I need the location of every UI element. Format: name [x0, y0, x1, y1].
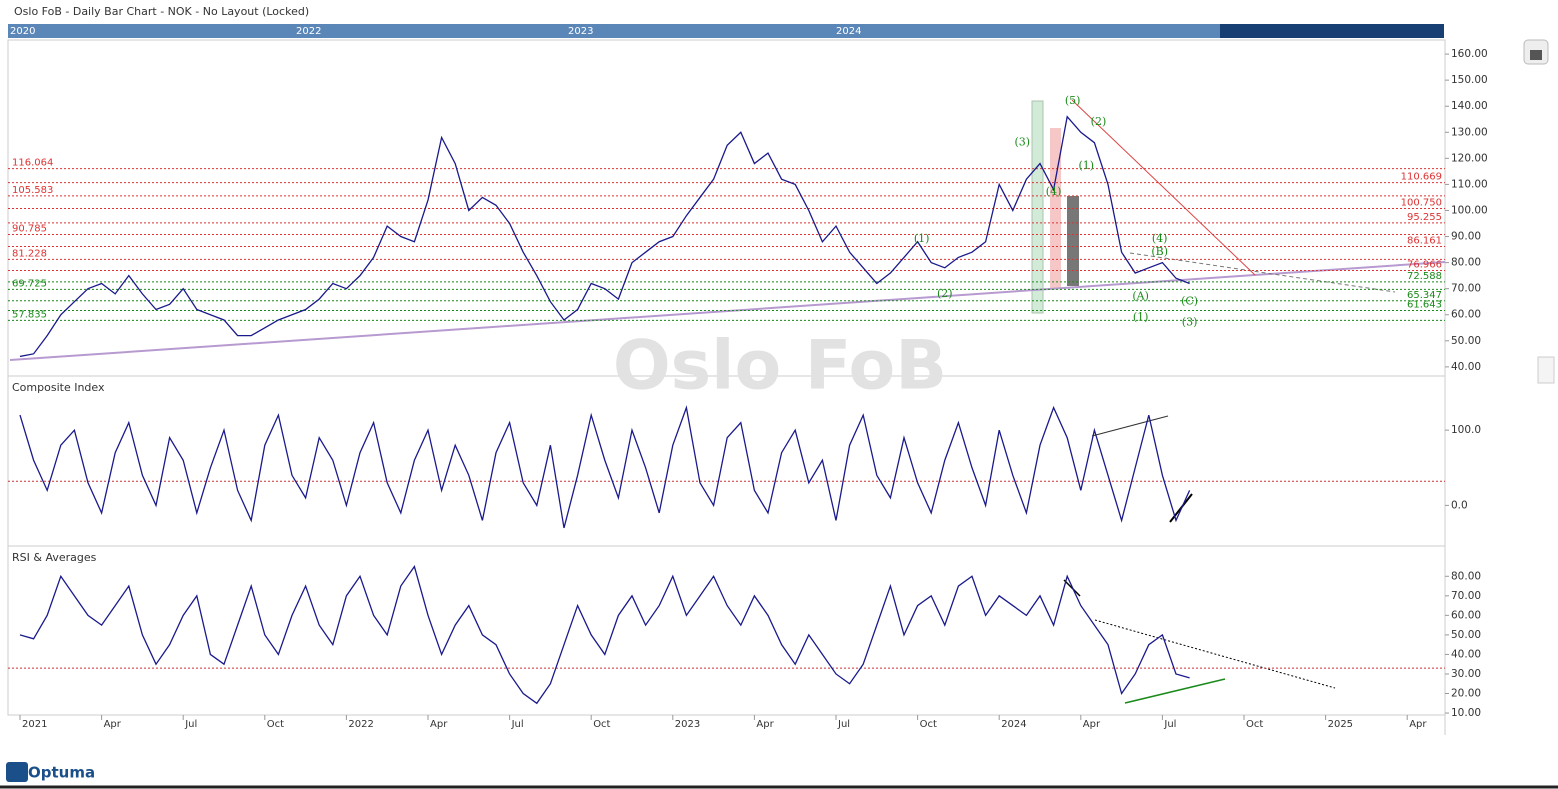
x-tick-label: 2024 — [1001, 719, 1026, 730]
fib-label: 65.347 — [1407, 290, 1442, 301]
y-tick-label: 110.00 — [1451, 178, 1488, 190]
box — [1067, 196, 1079, 286]
fib-label: 69.725 — [12, 278, 47, 289]
fib-label: 90.785 — [12, 223, 47, 234]
x-tick-label: Apr — [104, 719, 122, 730]
y-tick-label: 10.00 — [1451, 707, 1481, 719]
y-tick-label: 70.00 — [1451, 590, 1481, 602]
x-tick-label: Oct — [1246, 719, 1263, 730]
fib-label: 105.583 — [12, 185, 53, 196]
y-tick-label: 130.00 — [1451, 126, 1488, 138]
trend-line — [1124, 678, 1226, 704]
x-tick-label: Jul — [837, 719, 850, 730]
x-tick-label: 2021 — [22, 719, 47, 730]
wave-label: (2) — [1091, 115, 1107, 128]
x-tick-label: 2022 — [348, 719, 373, 730]
series-line — [19, 565, 1190, 705]
scroller-label: 2023 — [568, 26, 593, 37]
scroller-track — [1220, 24, 1444, 38]
fib-label: 57.835 — [12, 309, 47, 320]
y-tick-label: 60.00 — [1451, 609, 1481, 621]
fib-label: 81.228 — [12, 248, 47, 259]
y-tick-label: 120.00 — [1451, 152, 1488, 164]
x-tick-label: Jul — [184, 719, 197, 730]
x-tick-label: Oct — [267, 719, 284, 730]
y-tick-label: 50.00 — [1451, 629, 1481, 641]
fib-label: 86.161 — [1407, 236, 1442, 247]
trend-line — [1091, 415, 1169, 437]
y-tick-label: 150.00 — [1451, 74, 1488, 86]
wave-label: (C) — [1181, 295, 1198, 308]
x-tick-label: Apr — [430, 719, 448, 730]
fib-label: 100.750 — [1401, 198, 1442, 209]
logo-icon — [6, 762, 28, 782]
panel-title: RSI & Averages — [12, 551, 97, 564]
y-tick-label: 80.00 — [1451, 257, 1481, 269]
y-tick-label: 100.00 — [1451, 204, 1488, 216]
y-tick-label: 140.00 — [1451, 100, 1488, 112]
x-tick-label: 2023 — [675, 719, 700, 730]
y-tick-label: 80.00 — [1451, 570, 1481, 582]
y-tick-label: 0.0 — [1451, 499, 1468, 511]
x-tick-label: 2025 — [1328, 719, 1353, 730]
x-tick-label: Jul — [511, 719, 524, 730]
fib-label: 95.255 — [1407, 212, 1442, 223]
trend-line — [1071, 99, 1256, 276]
wave-label: (4) — [1152, 232, 1168, 245]
wave-label: (B) — [1151, 245, 1168, 258]
wave-label: (A) — [1132, 289, 1149, 302]
y-tick-label: 90.00 — [1451, 231, 1481, 243]
fib-label: 72.588 — [1407, 271, 1442, 282]
trend-line — [1129, 252, 1396, 293]
x-tick-label: Apr — [1409, 719, 1427, 730]
x-tick-label: Apr — [756, 719, 774, 730]
panel-title: Composite Index — [12, 381, 105, 394]
y-tick-label: 70.00 — [1451, 283, 1481, 295]
wave-label: (1) — [1133, 310, 1149, 323]
y-tick-label: 50.00 — [1451, 335, 1481, 347]
wave-label: (1) — [1078, 159, 1094, 172]
y-tick-label: 20.00 — [1451, 688, 1481, 700]
side-toggle[interactable] — [1537, 356, 1555, 384]
scroller-label: 2020 — [10, 26, 35, 37]
wave-label: (2) — [937, 287, 953, 300]
trend-line — [9, 261, 1446, 361]
fib-label: 61.643 — [1407, 299, 1442, 310]
fib-label: 76.966 — [1407, 260, 1442, 271]
wave-label: (4) — [1046, 185, 1062, 198]
box — [1031, 100, 1044, 314]
y-tick-label: 60.00 — [1451, 309, 1481, 321]
x-tick-label: Oct — [593, 719, 610, 730]
header-title: Oslo FoB - Daily Bar Chart - NOK - No La… — [14, 5, 309, 18]
series-line — [19, 405, 1191, 529]
x-tick-label: Jul — [1163, 719, 1176, 730]
fib-label: 116.064 — [12, 158, 53, 169]
lock-icon — [1530, 50, 1542, 60]
y-tick-label: 160.00 — [1451, 48, 1488, 60]
y-tick-label: 30.00 — [1451, 668, 1481, 680]
logo: Optuma — [28, 764, 95, 782]
wave-label: (5) — [1065, 94, 1081, 107]
box — [1050, 128, 1061, 288]
x-tick-label: Apr — [1083, 719, 1101, 730]
y-tick-label: 40.00 — [1451, 648, 1481, 660]
wave-label: (1) — [914, 232, 930, 245]
fib-label: 110.669 — [1401, 172, 1442, 183]
scroller-label: 2024 — [836, 26, 861, 37]
y-tick-label: 40.00 — [1451, 361, 1481, 373]
scroller[interactable] — [8, 24, 1444, 38]
y-tick-label: 100.0 — [1451, 424, 1481, 436]
trend-line — [1094, 619, 1336, 689]
x-tick-label: Oct — [920, 719, 937, 730]
wave-label: (3) — [1182, 316, 1198, 329]
watermark: Oslo FoB — [613, 327, 947, 406]
wave-label: (3) — [1015, 136, 1031, 149]
series-line — [19, 115, 1190, 358]
scroller-label: 2022 — [296, 26, 321, 37]
